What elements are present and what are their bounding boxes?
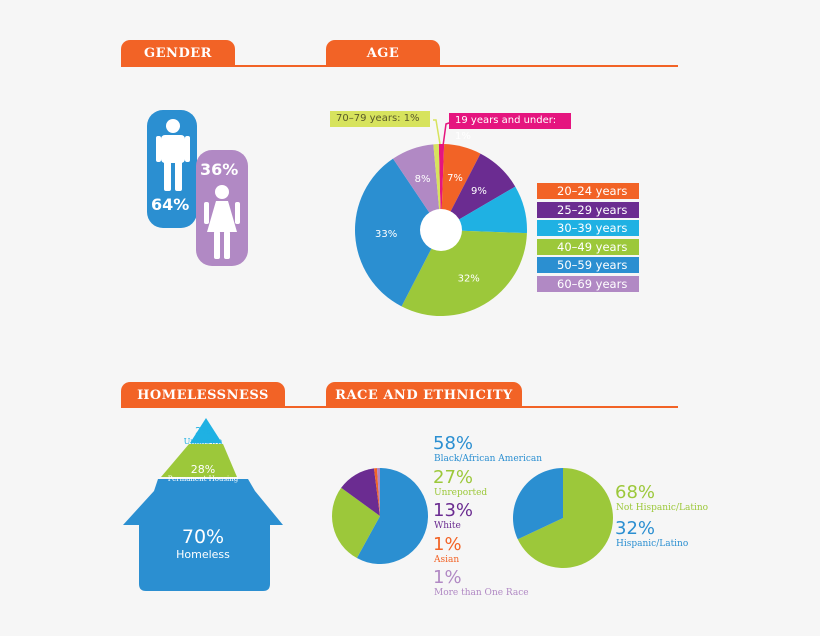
homeless-label: Homeless: [176, 548, 230, 561]
pie-slice-30-39-years: [441, 186, 527, 234]
pie-slice-70-79-years: [433, 144, 441, 230]
race-stat-label: Asian: [434, 554, 460, 565]
race-stat-label: Unreported: [434, 487, 488, 498]
unknown-label: Unknown: [183, 437, 223, 446]
house-roof-permanent: [161, 444, 237, 477]
race-stat-percent: 13%: [433, 500, 474, 521]
race-tab: RACE AND ETHNICITY: [326, 382, 522, 408]
bottom-divider: [121, 406, 678, 408]
race-pie-chart: [332, 467, 429, 564]
ethnicity-stat-percent: 32%: [615, 518, 656, 539]
ethnicity-stat-label: Not Hispanic/Latino: [616, 503, 709, 513]
pie-slice-20-24-years: [441, 144, 481, 230]
race-stat-label: Black/African American: [434, 454, 543, 464]
age-title: AGE: [366, 45, 400, 61]
pie-label-40-49-years: 32%: [458, 274, 480, 285]
female-percent: 36%: [200, 160, 239, 179]
pie-slice-50-59-years: [355, 158, 441, 307]
house-roof-unknown: [190, 418, 222, 443]
pie-slice-not-hispanic-latino: [517, 468, 614, 568]
pie-slice-unreported: [332, 487, 380, 559]
female-person-icon: [204, 185, 240, 259]
homelessness-house-chart: [123, 418, 283, 591]
age-legend-item: 60–69 years: [537, 275, 639, 292]
pie-slice-asian: [373, 468, 380, 516]
permanent-label: Permanent Housing: [167, 475, 239, 483]
age-callout-19-under: 19 years and under: 1%: [449, 113, 571, 142]
age-legend-item: 50–59 years: [537, 257, 639, 273]
gender-tab: GENDER: [121, 40, 235, 66]
age-callout-19-under-text: 19 years and under: 1%: [455, 115, 557, 142]
age-legend-item: 30–39 years: [537, 220, 639, 236]
ethnicity-pie-chart: [513, 468, 614, 568]
pie-slice-25-29-years: [441, 153, 516, 230]
homeless-percent: 70%: [181, 526, 225, 548]
permanent-percent: 28%: [190, 463, 216, 476]
pie-slice-more-than-one-race: [376, 467, 380, 516]
callout-leader-right: [442, 121, 453, 147]
race-stat-percent: 1%: [433, 567, 462, 588]
race-stat-label: More than One Race: [434, 588, 529, 598]
race-title: RACE AND ETHNICITY: [335, 387, 513, 403]
homelessness-title: HOMELESSNESS: [137, 387, 269, 403]
male-person-icon: [156, 119, 190, 191]
pie-label-60-69-years: 8%: [415, 174, 431, 185]
donut-hole: [420, 209, 462, 251]
age-tab: AGE: [326, 40, 440, 66]
pie-slice-white: [341, 468, 380, 516]
pie-slice-black-african-american: [356, 468, 429, 564]
age-legend-item: 40–49 years: [537, 238, 639, 255]
pie-label-50-59-years: 33%: [375, 229, 397, 240]
pie-label-20-24-years: 7%: [447, 173, 463, 184]
callout-leader-left: [433, 119, 441, 145]
top-divider: [121, 65, 678, 67]
race-stat-percent: 58%: [433, 433, 474, 454]
pie-slice-19-years-and-under: [438, 144, 445, 230]
race-stat-label: White: [434, 521, 461, 531]
male-percent: 64%: [151, 195, 190, 214]
age-legend-item: 20–24 years: [537, 183, 639, 199]
homelessness-tab: HOMELESSNESS: [121, 382, 285, 408]
pie-label-25-29-years: 9%: [471, 186, 487, 197]
ethnicity-stat-percent: 68%: [615, 482, 656, 503]
age-callout-70-79: 70–79 years: 1%: [330, 111, 430, 127]
age-legend-item: 25–29 years: [537, 201, 639, 218]
pie-slice-hispanic-latino: [513, 468, 563, 540]
unknown-percent: 2%: [195, 426, 211, 437]
pie-slice-40-49-years: [401, 230, 527, 316]
age-callout-70-79-text: 70–79 years: 1%: [336, 113, 420, 124]
house-body-homeless: [123, 479, 283, 591]
race-stat-percent: 1%: [433, 533, 462, 555]
race-stat-percent: 27%: [433, 466, 474, 488]
ethnicity-stat-label: Hispanic/Latino: [616, 539, 689, 549]
pie-slice-60-69-years: [393, 144, 441, 230]
gender-title: GENDER: [144, 45, 212, 61]
age-donut-chart: 7% 9% 32% 33% 8%: [355, 119, 527, 316]
